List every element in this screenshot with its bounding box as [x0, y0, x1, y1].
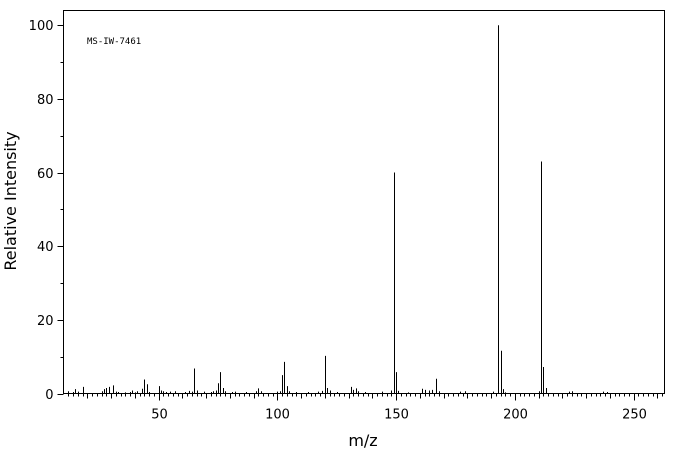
- x-tick-label: 250: [622, 408, 647, 423]
- x-tick-label: 50: [151, 408, 168, 423]
- spectrum-peaks: [68, 25, 608, 394]
- y-tick-label: 100: [29, 19, 54, 34]
- x-tick-label: 100: [265, 408, 290, 423]
- y-tick-label: 20: [37, 314, 54, 329]
- spectrum-id-annotation: MS-IW-7461: [87, 37, 141, 47]
- x-axis-ticks: 50 100 150 200 250: [68, 393, 663, 423]
- x-tick-label: 150: [384, 408, 409, 423]
- y-tick-label: 40: [37, 240, 54, 255]
- plot-frame: [63, 10, 665, 394]
- y-tick-label: 60: [37, 167, 54, 182]
- x-axis-title: m/z: [348, 431, 377, 450]
- x-tick-label: 200: [503, 408, 528, 423]
- y-tick-label: 80: [37, 93, 54, 108]
- y-tick-label: 0: [45, 388, 53, 403]
- y-axis-ticks: 0 20 40 60 80 100: [29, 19, 64, 403]
- y-axis-title: Relative Intensity: [1, 131, 20, 270]
